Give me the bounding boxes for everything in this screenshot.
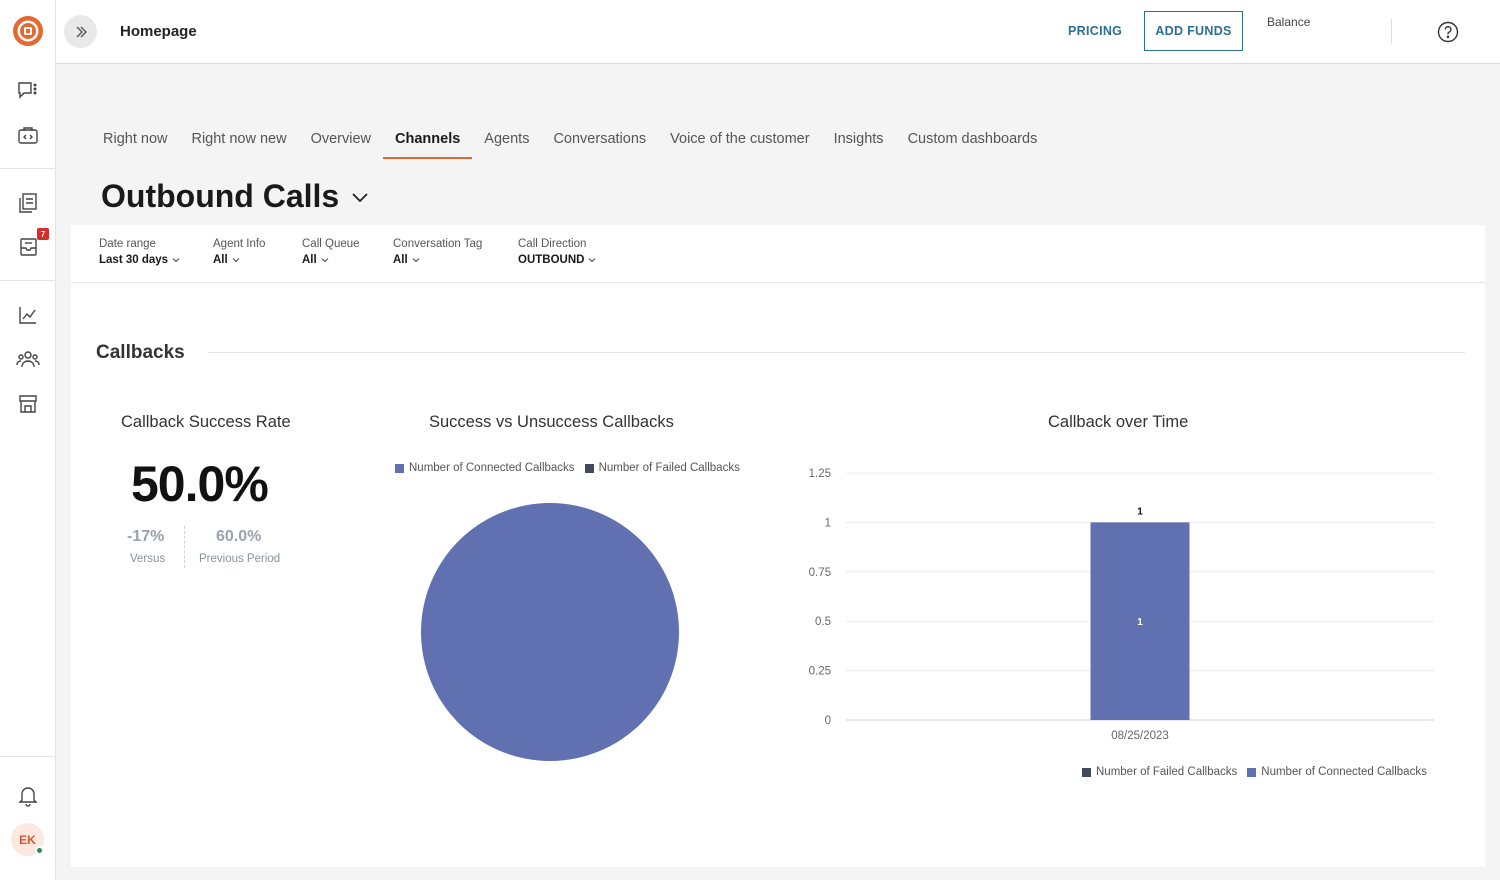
bar-total-label: 1: [1137, 506, 1143, 517]
notification-badge: 7: [37, 228, 49, 240]
page-breadcrumb-title: Homepage: [120, 23, 197, 40]
filter-label: Date range: [99, 238, 156, 250]
help-icon[interactable]: [1437, 21, 1459, 43]
reports-icon[interactable]: [16, 191, 40, 215]
filter-call-direction[interactable]: Call Direction OUTBOUND: [518, 238, 596, 268]
chevron-down-icon: [412, 258, 420, 263]
balance-label: Balance: [1267, 15, 1311, 29]
filter-call-queue[interactable]: Call Queue All: [302, 238, 360, 268]
filter-value: All: [213, 254, 240, 266]
bar-chart-title: Callback over Time: [1048, 413, 1189, 431]
legend-item-failed[interactable]: Number of Failed Callbacks: [1082, 766, 1237, 778]
filter-label: Call Direction: [518, 238, 587, 250]
store-icon[interactable]: [16, 392, 40, 416]
chevron-down-icon: [321, 258, 329, 263]
inbox-icon[interactable]: [16, 235, 40, 259]
app-logo-icon[interactable]: [12, 15, 44, 47]
previous-period-label: Previous Period: [199, 553, 281, 565]
filter-value: Last 30 days: [99, 254, 180, 266]
analytics-icon[interactable]: [16, 303, 40, 327]
filter-label: Conversation Tag: [393, 238, 483, 250]
tab-channels[interactable]: Channels: [383, 128, 473, 159]
pie-legend: Number of Connected Callbacks Number of …: [395, 462, 750, 474]
pie-slice[interactable]: [421, 503, 679, 761]
pie-chart: [421, 503, 679, 761]
x-tick-label: 08/25/2023: [1111, 730, 1169, 742]
online-status-dot: [35, 846, 44, 855]
chevron-down-icon: [172, 258, 180, 263]
chat-icon[interactable]: [16, 79, 40, 103]
tab-insights[interactable]: Insights: [833, 131, 884, 147]
tab-custom-dashboards[interactable]: Custom dashboards: [907, 131, 1038, 147]
filter-value: OUTBOUND: [518, 254, 596, 266]
filter-label: Call Queue: [302, 238, 360, 250]
divider: [1391, 19, 1392, 44]
y-tick-label: 0: [825, 715, 831, 727]
filter-date-range[interactable]: Date range Last 30 days: [99, 238, 180, 268]
tab-agents[interactable]: Agents: [484, 131, 530, 147]
pie-chart-title: Success vs Unsuccess Callbacks: [429, 413, 674, 431]
versus-value: -17%: [127, 528, 165, 545]
chevron-down-icon: [589, 258, 596, 263]
filter-conversation-tag[interactable]: Conversation Tag All: [393, 238, 482, 268]
success-rate-title: Callback Success Rate: [121, 413, 291, 431]
tab-conversations[interactable]: Conversations: [553, 131, 647, 147]
legend-item-connected[interactable]: Number of Connected Callbacks: [1247, 766, 1427, 778]
filter-bar: Date range Last 30 days Agent Info All C…: [71, 225, 1485, 283]
bar-segment[interactable]: [1090, 522, 1190, 720]
add-funds-button[interactable]: ADD FUNDS: [1144, 11, 1243, 51]
tab-overview[interactable]: Overview: [310, 131, 372, 147]
y-tick-label: 1.25: [809, 468, 831, 480]
expand-sidebar-button[interactable]: [64, 15, 97, 48]
bar-legend: Number of Failed Callbacks Number of Con…: [1082, 766, 1427, 778]
double-chevron-right-icon: [76, 26, 87, 37]
bell-icon[interactable]: [16, 784, 40, 808]
previous-period-value: 60.0%: [216, 528, 262, 545]
y-tick-label: 0.25: [809, 666, 831, 678]
filter-value: All: [393, 254, 420, 266]
legend-item-connected[interactable]: Number of Connected Callbacks: [395, 462, 575, 474]
y-tick-label: 0.75: [809, 567, 831, 579]
versus-label: Versus: [130, 553, 166, 565]
callbacks-card: Callbacks Callback Success Rate 50.0% -1…: [71, 283, 1485, 867]
bar-segment-label: 1: [1137, 617, 1143, 628]
divider: [184, 526, 185, 568]
bar-chart: 0 0.25 0.5 0.75 1 1.25 1 1 08/25/2023: [809, 468, 1434, 742]
page-title: Outbound Calls: [101, 178, 340, 214]
tab-right-now-new[interactable]: Right now new: [191, 131, 287, 147]
code-icon[interactable]: [16, 124, 40, 148]
success-rate-value: 50.0%: [131, 456, 269, 512]
filter-agent-info[interactable]: Agent Info All: [213, 238, 265, 268]
pricing-link[interactable]: PRICING: [1068, 24, 1123, 38]
filter-label: Agent Info: [213, 238, 266, 250]
y-tick-label: 0.5: [815, 616, 831, 628]
tab-voice-of-the-customer[interactable]: Voice of the customer: [670, 131, 810, 147]
tab-right-now[interactable]: Right now: [103, 131, 168, 147]
filter-value: All: [302, 254, 329, 266]
legend-item-failed[interactable]: Number of Failed Callbacks: [584, 462, 740, 474]
team-icon[interactable]: [16, 347, 40, 371]
chevron-down-icon: [232, 258, 240, 263]
y-tick-label: 1: [825, 517, 831, 529]
section-title: Callbacks: [96, 342, 185, 363]
left-nav-rail: 7 EK: [0, 0, 56, 880]
top-bar: Homepage PRICING ADD FUNDS Balance: [56, 0, 1500, 64]
dashboard-tabs: Right now Right now new Overview Channels Ag…: [91, 128, 1049, 160]
divider: [208, 352, 1465, 353]
channel-selector[interactable]: Outbound Calls: [101, 178, 369, 215]
chevron-down-icon: [352, 192, 368, 202]
